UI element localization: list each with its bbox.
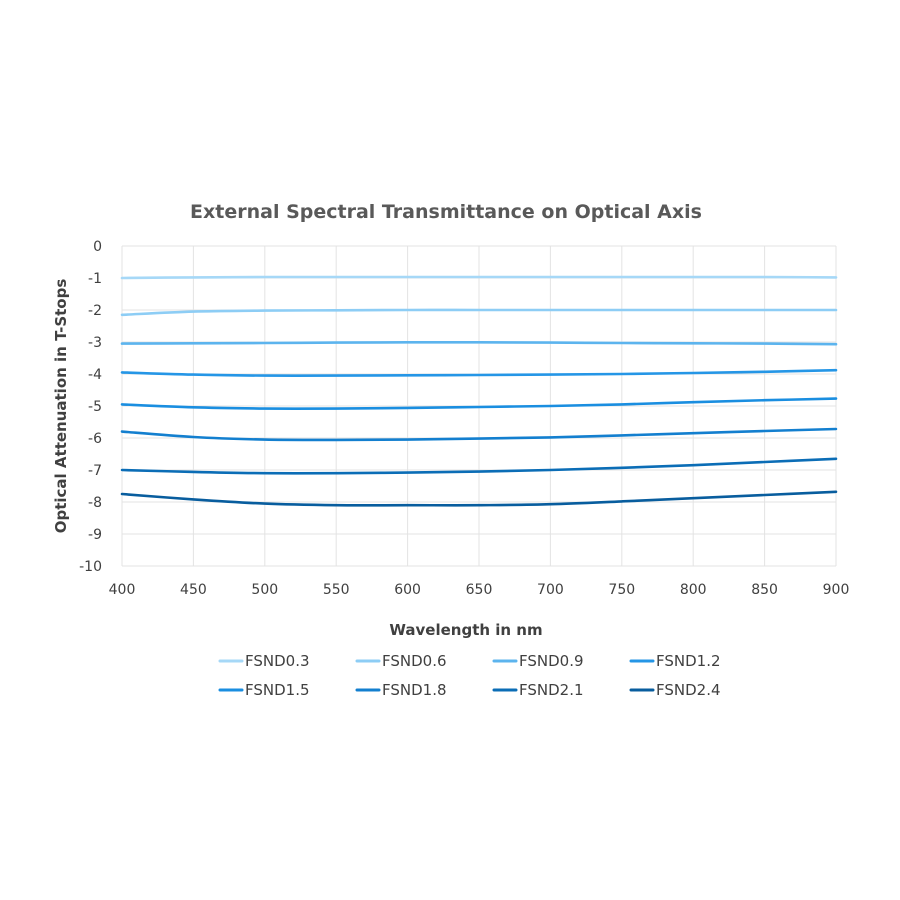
y-tick-label: 0 <box>93 239 102 255</box>
legend-item: FSND1.2 <box>629 652 721 670</box>
series-line-fsnd2-4 <box>120 490 838 507</box>
legend-item: FSND0.3 <box>218 652 310 670</box>
legend-label: FSND2.1 <box>519 681 584 699</box>
x-tick-label: 400 <box>109 582 136 598</box>
legend-label: FSND1.8 <box>382 681 447 699</box>
chart-title: External Spectral Transmittance on Optic… <box>190 201 702 223</box>
series-line-fsnd1-2 <box>120 368 838 378</box>
legend: FSND0.3 FSND0.6 FSND0.9 FSND1.2 FSND1.5 FSND1… <box>218 652 721 699</box>
x-tick-label: 700 <box>537 582 564 598</box>
series-line-fsnd1-5 <box>120 397 838 411</box>
x-axis-title: Wavelength in nm <box>389 621 542 639</box>
y-tick-label: -2 <box>88 303 102 319</box>
y-tick-label: -5 <box>88 399 102 415</box>
x-axis-tick-labels: 400 450 500 550 600 650 700 750 800 850 900 <box>109 582 850 598</box>
x-tick-label: 600 <box>394 582 421 598</box>
y-tick-label: -9 <box>88 527 102 543</box>
y-tick-label: -7 <box>88 463 102 479</box>
x-tick-label: 800 <box>680 582 707 598</box>
legend-label: FSND1.2 <box>656 652 721 670</box>
y-axis-tick-labels: 0 -1 -2 -3 -4 -5 -6 -7 -8 -9 -10 <box>79 239 102 575</box>
legend-label: FSND0.9 <box>519 652 584 670</box>
series-line-fsnd0-6 <box>120 308 838 317</box>
x-tick-label: 450 <box>180 582 207 598</box>
legend-item: FSND0.9 <box>492 652 584 670</box>
legend-label: FSND2.4 <box>656 681 721 699</box>
legend-item: FSND2.1 <box>492 681 584 699</box>
legend-label: FSND0.6 <box>382 652 447 670</box>
series-line-fsnd0-3 <box>120 275 838 280</box>
series-lines <box>120 275 838 507</box>
series-line-fsnd2-1 <box>120 457 838 475</box>
legend-item: FSND2.4 <box>629 681 721 699</box>
legend-label: FSND1.5 <box>245 681 310 699</box>
series-line-fsnd1-8 <box>120 427 838 442</box>
y-tick-label: -1 <box>88 271 102 287</box>
y-tick-label: -8 <box>88 495 102 511</box>
y-axis-title: Optical Attenuation in T-Stops <box>52 279 70 534</box>
x-tick-label: 850 <box>751 582 778 598</box>
y-tick-label: -3 <box>88 335 102 351</box>
x-tick-label: 550 <box>323 582 350 598</box>
legend-item: FSND1.8 <box>355 681 447 699</box>
series-line-fsnd0-9 <box>120 341 838 346</box>
x-tick-label: 650 <box>466 582 493 598</box>
x-tick-label: 750 <box>608 582 635 598</box>
x-tick-label: 500 <box>251 582 278 598</box>
legend-item: FSND0.6 <box>355 652 447 670</box>
y-tick-label: -4 <box>88 367 102 383</box>
legend-item: FSND1.5 <box>218 681 310 699</box>
y-tick-label: -10 <box>79 559 102 575</box>
x-tick-label: 900 <box>823 582 850 598</box>
y-tick-label: -6 <box>88 431 102 447</box>
legend-label: FSND0.3 <box>245 652 310 670</box>
